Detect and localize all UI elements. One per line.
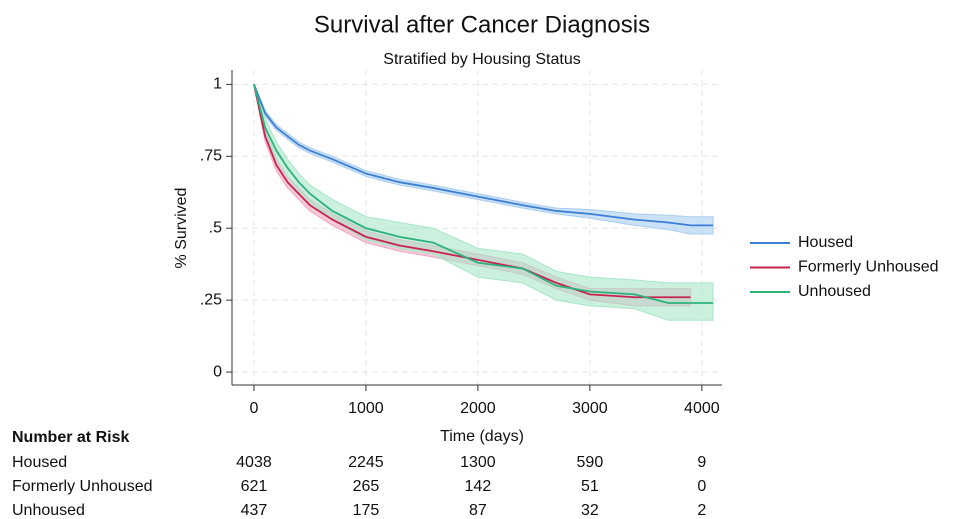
risk-count: 437 bbox=[241, 502, 268, 519]
risk-row-label: Unhoused bbox=[12, 502, 85, 519]
risk-row-label: Formerly Unhoused bbox=[12, 478, 153, 495]
legend-label: Formerly Unhoused bbox=[798, 259, 939, 276]
risk-count: 4038 bbox=[236, 454, 272, 471]
risk-count: 87 bbox=[469, 502, 487, 519]
risk-table-title: Number at Risk bbox=[12, 429, 129, 446]
y-tick-label: .75 bbox=[200, 148, 222, 165]
risk-count: 590 bbox=[577, 454, 604, 471]
x-tick-label: 2000 bbox=[460, 400, 496, 417]
confidence-band bbox=[253, 84, 714, 321]
risk-count: 621 bbox=[241, 478, 268, 495]
x-axis-label: Time (days) bbox=[440, 428, 524, 445]
risk-count: 1300 bbox=[460, 454, 496, 471]
risk-count: 175 bbox=[353, 502, 380, 519]
risk-row-label: Housed bbox=[12, 454, 67, 471]
risk-count: 51 bbox=[581, 478, 599, 495]
legend-label: Unhoused bbox=[798, 283, 871, 300]
survival-line bbox=[253, 84, 714, 227]
risk-count: 265 bbox=[353, 478, 380, 495]
chart-title: Survival after Cancer Diagnosis bbox=[314, 11, 650, 38]
risk-count: 2245 bbox=[348, 454, 384, 471]
x-tick-label: 3000 bbox=[572, 400, 608, 417]
risk-count: 142 bbox=[465, 478, 492, 495]
legend-label: Housed bbox=[798, 234, 853, 251]
survival-line bbox=[253, 84, 691, 299]
y-tick-label: .5 bbox=[209, 219, 222, 236]
y-tick-label: 0 bbox=[213, 363, 222, 380]
y-tick-label: 1 bbox=[213, 76, 222, 93]
y-axis-label: % Survived bbox=[173, 188, 190, 269]
survival-line bbox=[253, 84, 714, 304]
risk-count: 32 bbox=[581, 502, 599, 519]
chart-subtitle: Stratified by Housing Status bbox=[383, 51, 580, 68]
risk-count: 0 bbox=[697, 478, 706, 495]
risk-count: 9 bbox=[697, 454, 706, 471]
risk-count: 2 bbox=[697, 502, 706, 519]
x-tick-label: 1000 bbox=[348, 400, 384, 417]
x-tick-label: 0 bbox=[249, 400, 258, 417]
x-tick-label: 4000 bbox=[684, 400, 720, 417]
y-tick-label: .25 bbox=[200, 291, 222, 308]
